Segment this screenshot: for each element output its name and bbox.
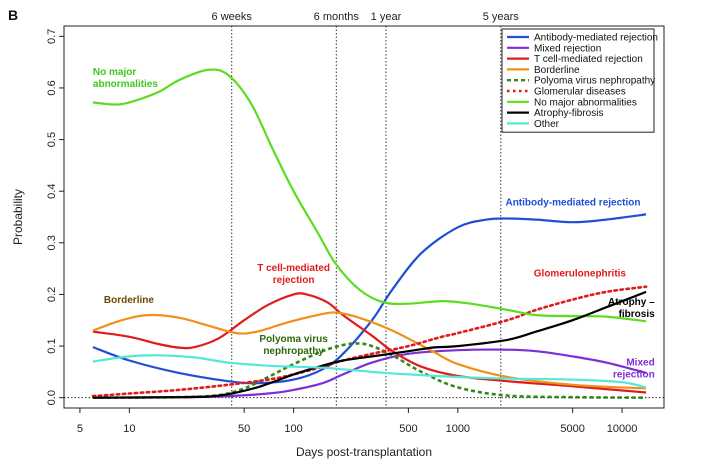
legend-entry: Polyoma virus nephropathy xyxy=(534,76,655,87)
series-line-no-major-abnormalities xyxy=(92,68,647,323)
series-line-glomerular-diseases xyxy=(91,285,648,398)
y-tick-label: 0.1 xyxy=(46,338,58,353)
axes: 5 10 50 100 500 1000 5000 10000 0.0 0.1 0.2 0.3 0.4 0… xyxy=(46,29,637,435)
x-tick-label: 500 xyxy=(399,423,417,435)
x-tick-label: 50 xyxy=(238,423,250,435)
annotations: No major abnormalities Borderline T cell-me… xyxy=(93,67,655,381)
y-tick-label: 0.4 xyxy=(46,184,58,199)
series-annotation: Atrophy – fibrosis xyxy=(608,297,655,320)
series-line-mixed-rejection xyxy=(92,348,647,399)
series-annotation: Antibody-mediated rejection xyxy=(505,198,640,209)
reference-line-label: 6 weeks xyxy=(212,11,253,23)
series-line-antibody-mediated-rejection xyxy=(92,213,647,385)
legend-entry: Antibody-mediated rejection xyxy=(534,33,658,44)
series-annotation: Mixed rejection xyxy=(613,358,655,381)
legend-entry: Borderline xyxy=(534,65,580,76)
reference-lines: 6 weeks 6 months 1 year 5 years xyxy=(64,11,664,408)
reference-line-label: 6 months xyxy=(314,11,360,23)
series-line-other xyxy=(92,354,647,389)
legend-entry: Atrophy-fibrosis xyxy=(534,108,603,119)
x-tick-label: 10000 xyxy=(607,423,638,435)
series-annotation: Glomerulonephritis xyxy=(534,268,627,279)
legend-entry: No major abnormalities xyxy=(534,97,637,108)
x-tick-label: 10 xyxy=(123,423,135,435)
y-axis-title: Probability xyxy=(11,189,25,245)
legend-entry: T cell-mediated rejection xyxy=(534,54,643,65)
legend-entry: Glomerular diseases xyxy=(534,87,626,98)
x-tick-label: 1000 xyxy=(446,423,470,435)
x-tick-label: 5 xyxy=(77,423,83,435)
legend-box xyxy=(501,28,655,133)
y-tick-label: 0.7 xyxy=(46,29,58,44)
series-line-borderline xyxy=(92,311,647,390)
y-tick-label: 0.6 xyxy=(46,80,58,95)
x-tick-label: 100 xyxy=(284,423,302,435)
series-annotation: T cell-mediated rejection xyxy=(257,263,330,286)
y-tick-label: 0.5 xyxy=(46,132,58,147)
y-tick-label: 0.0 xyxy=(46,390,58,405)
x-axis-title: Days post-transplantation xyxy=(296,445,432,459)
series-line-t-cell-mediated-rejection xyxy=(92,292,647,394)
legend-entry: Other xyxy=(534,119,560,130)
x-tick-label: 5000 xyxy=(560,423,584,435)
series-annotation: No major abnormalities xyxy=(93,67,158,90)
reference-line-label: 5 years xyxy=(483,11,520,23)
y-tick-label: 0.2 xyxy=(46,287,58,302)
y-tick-label: 0.3 xyxy=(46,235,58,250)
series-line-atrophy-fibrosis xyxy=(92,290,647,399)
series-layer xyxy=(91,68,648,399)
panel-label: B xyxy=(8,7,18,23)
reference-line-label: 1 year xyxy=(371,11,402,23)
series-annotation: Polyoma virus nephropathy xyxy=(259,334,328,357)
legend-entry: Mixed rejection xyxy=(534,43,601,54)
plot-frame xyxy=(63,25,665,409)
series-annotation: Borderline xyxy=(104,295,154,306)
